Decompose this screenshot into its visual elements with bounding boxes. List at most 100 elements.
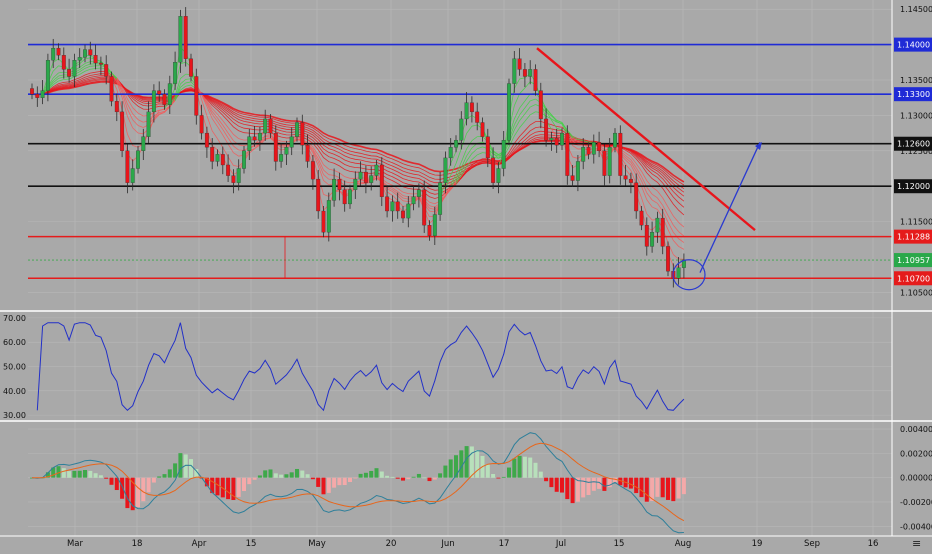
candle-body — [369, 176, 373, 183]
macd-histogram-bar — [454, 455, 458, 477]
level-price-label: 1.12000 — [897, 182, 930, 191]
rsi-tick-label: 40.00 — [3, 387, 26, 396]
candle-body — [391, 202, 395, 211]
candle-body — [210, 147, 214, 161]
rsi-tick-label: 50.00 — [3, 363, 26, 372]
candle-body — [592, 142, 596, 154]
macd-tick-label: 0.00000 — [900, 474, 932, 483]
candle-body — [237, 169, 241, 183]
candle-body — [444, 158, 448, 183]
candle-body — [613, 133, 617, 147]
macd-histogram-bar — [316, 478, 320, 487]
macd-tick-label: -0.00200 — [900, 498, 932, 507]
candle-body — [327, 200, 331, 232]
macd-histogram-bar — [322, 478, 326, 495]
candle-body — [539, 91, 543, 119]
macd-histogram-bar — [576, 478, 580, 502]
candle-body — [173, 62, 177, 83]
candle-body — [523, 69, 527, 76]
candle-body — [94, 55, 98, 63]
candle-body — [486, 137, 490, 158]
macd-histogram-bar — [502, 477, 506, 478]
macd-histogram-bar — [279, 475, 283, 478]
candle-body — [619, 133, 623, 175]
candle-body — [513, 59, 517, 84]
candle-body — [184, 16, 188, 58]
candle-body — [422, 190, 426, 225]
candle-body — [200, 115, 204, 133]
macd-histogram-bar — [274, 473, 278, 477]
macd-histogram-bar — [72, 471, 76, 478]
candle-body — [36, 94, 40, 98]
candle-body — [507, 84, 511, 141]
macd-histogram-bar — [300, 471, 304, 478]
candle-body — [629, 179, 633, 183]
x-tick-label: May — [308, 539, 326, 549]
candle-body — [608, 147, 612, 175]
macd-histogram-bar — [634, 478, 638, 493]
macd-histogram-bar — [364, 473, 368, 478]
candle-body — [269, 119, 273, 133]
candle-body — [62, 55, 66, 69]
candle-body — [279, 154, 283, 161]
macd-tick-label: 0.00400 — [900, 425, 932, 434]
candle-body — [560, 133, 564, 145]
macd-histogram-bar — [157, 476, 161, 477]
candle-body — [481, 122, 485, 136]
candle-body — [51, 48, 55, 60]
macd-histogram-bar — [88, 471, 92, 478]
candle-body — [661, 218, 665, 246]
candle-body — [73, 60, 77, 76]
x-tick-label: 15 — [614, 539, 625, 549]
macd-histogram-bar — [332, 478, 336, 488]
macd-histogram-bar — [655, 478, 659, 497]
macd-histogram-bar — [152, 478, 156, 483]
macd-tick-label: 0.00200 — [900, 449, 932, 458]
candle-body — [433, 215, 437, 236]
candle-body — [375, 165, 379, 176]
candle-body — [354, 179, 358, 190]
candle-body — [152, 91, 156, 112]
candle-body — [470, 103, 474, 112]
x-tick-label: 15 — [246, 539, 257, 549]
candle-body — [634, 183, 638, 211]
candle-body — [285, 147, 289, 154]
macd-histogram-bar — [682, 478, 686, 494]
macd-histogram-bar — [486, 464, 490, 478]
macd-histogram-bar — [369, 471, 373, 478]
candle-body — [401, 211, 405, 218]
candle-body — [67, 69, 71, 76]
candle-body — [41, 91, 45, 98]
price-tick-label: 1.13000 — [900, 111, 932, 120]
candle-body — [571, 176, 575, 181]
macd-histogram-bar — [518, 456, 522, 478]
candle-body — [216, 154, 220, 161]
candle-body — [624, 176, 628, 180]
price-tick-label: 1.10500 — [900, 288, 932, 297]
macd-histogram-bar — [178, 453, 182, 478]
level-price-label: 1.14000 — [897, 41, 930, 50]
x-tick-label: 20 — [386, 539, 397, 549]
macd-histogram-bar — [385, 476, 389, 478]
x-tick-label: 19 — [752, 539, 763, 549]
macd-histogram-bar — [629, 478, 633, 489]
candle-body — [89, 50, 93, 56]
price-tick-label: 1.13500 — [900, 76, 932, 85]
menu-icon[interactable]: ≡ — [912, 537, 921, 550]
candle-body — [518, 59, 522, 70]
macd-histogram-bar — [565, 478, 569, 499]
candle-body — [57, 48, 61, 55]
macd-histogram-bar — [592, 478, 596, 491]
macd-histogram-bar — [62, 468, 66, 477]
candle-body — [258, 133, 262, 140]
candle-body — [195, 76, 199, 115]
ema-short-segment — [186, 79, 191, 80]
ema-short-segment — [90, 66, 95, 67]
candle-body — [454, 140, 458, 147]
macd-histogram-bar — [428, 478, 432, 481]
macd-histogram-bar — [491, 474, 495, 478]
candle-body — [645, 225, 649, 246]
macd-histogram-bar — [534, 463, 538, 478]
candle-body — [189, 59, 193, 77]
